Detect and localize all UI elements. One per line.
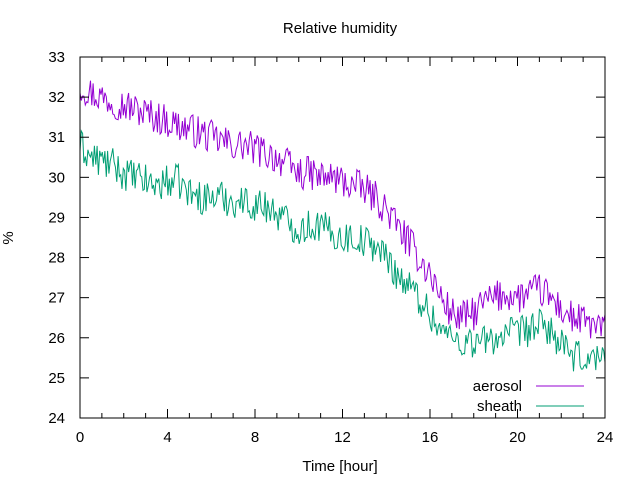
x-axis-label: Time [hour] xyxy=(302,458,377,475)
y-tick-label: 24 xyxy=(48,410,65,427)
y-tick-label: 28 xyxy=(48,250,65,267)
y-tick-label: 31 xyxy=(48,129,65,146)
legend-label-sheath: sheath xyxy=(477,398,522,415)
series-line-sheath xyxy=(79,129,606,372)
chart-title: Relative humidity xyxy=(283,20,398,37)
x-tick-label: 24 xyxy=(597,429,614,446)
x-tick-label: 16 xyxy=(422,429,439,446)
axes-layer: 0 4 8 12 16 20 24 24 25 26 27 28 29 30 31 32 33 xyxy=(48,49,613,446)
legend: aerosol sheath xyxy=(473,378,584,415)
x-tick-label: 20 xyxy=(509,429,526,446)
series-layer xyxy=(79,80,606,372)
x-tick-label: 4 xyxy=(163,429,171,446)
y-tick-label: 25 xyxy=(48,370,65,387)
x-tick-label: 8 xyxy=(251,429,259,446)
x-tick-label: 0 xyxy=(76,429,84,446)
y-tick-label: 30 xyxy=(48,169,65,186)
y-tick-label: 33 xyxy=(48,49,65,66)
y-tick-label: 32 xyxy=(48,89,65,106)
legend-label-aerosol: aerosol xyxy=(473,378,522,395)
y-tick-label: 26 xyxy=(48,330,65,347)
y-axis-label: % xyxy=(0,231,17,244)
x-tick-label: 12 xyxy=(334,429,351,446)
y-tick-label: 29 xyxy=(48,209,65,226)
y-tick-label: 27 xyxy=(48,290,65,307)
series-line-aerosol xyxy=(79,80,606,339)
